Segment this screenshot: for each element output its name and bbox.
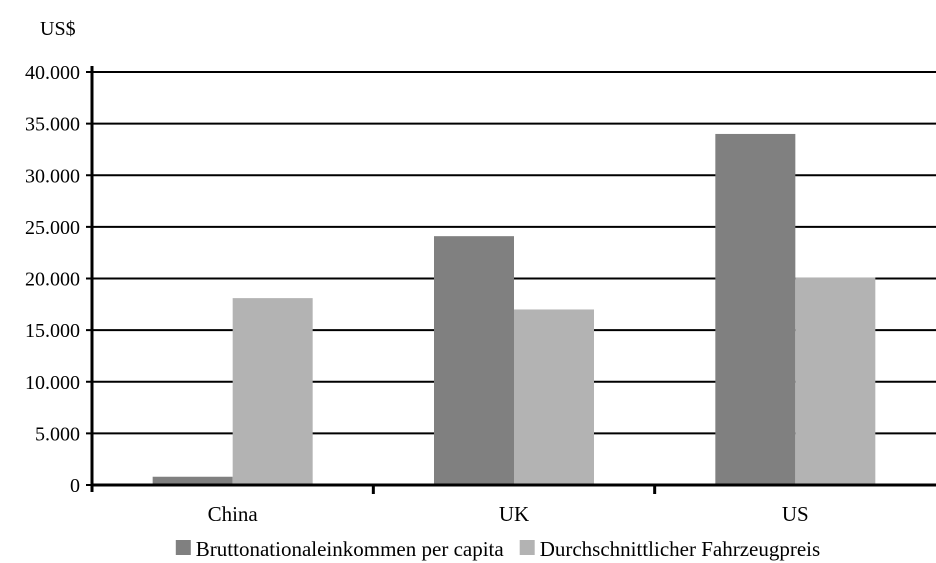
x-category-label: UK <box>499 502 529 526</box>
bar-us-series-2 <box>795 277 876 485</box>
bars <box>152 133 876 485</box>
bar-china-series-1 <box>152 476 233 485</box>
y-tick-label: 20.000 <box>25 269 80 291</box>
y-tick-label: 0 <box>70 475 80 497</box>
x-category-label: US <box>782 502 809 526</box>
y-tick-label: 10.000 <box>25 372 80 394</box>
y-tick-label: 40.000 <box>25 62 80 84</box>
legend-label-series-1: Bruttonationaleinkommen per capita <box>196 537 505 561</box>
y-tick-label: 15.000 <box>25 320 80 342</box>
y-tick-label: 35.000 <box>25 114 80 136</box>
bar-us-series-1 <box>715 133 796 485</box>
y-tick-label: 5.000 <box>35 423 80 445</box>
legend-swatch-series-2 <box>519 540 535 555</box>
bar-uk-series-2 <box>514 309 594 485</box>
legend-label-series-2: Durchschnittlicher Fahrzeugpreis <box>540 537 821 561</box>
x-category-label: China <box>208 502 259 526</box>
x-axis-labels: China UK US <box>208 502 809 526</box>
y-axis-ticks: 0 5.000 10.000 15.000 20.000 25.000 30.000 35.0… <box>25 62 92 497</box>
bar-uk-series-1 <box>434 236 514 485</box>
y-tick-label: 30.000 <box>25 165 80 187</box>
legend-swatch-series-1 <box>175 540 191 555</box>
axes <box>90 66 936 494</box>
y-tick-label: 25.000 <box>25 217 80 239</box>
legend: Bruttonationaleinkommen per capita Durchs… <box>175 537 821 561</box>
y-axis-unit-label: US$ <box>40 18 76 40</box>
bar-china-series-2 <box>232 298 313 485</box>
